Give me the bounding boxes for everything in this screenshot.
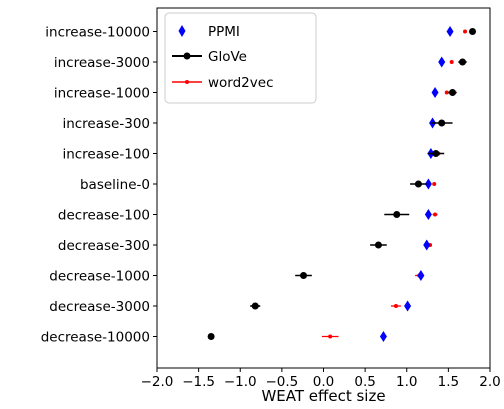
glove-point xyxy=(459,58,467,66)
ppmi-point xyxy=(424,209,432,220)
circle-marker-icon xyxy=(183,52,191,60)
x-axis-title: WEAT effect size xyxy=(261,387,385,405)
x-tick-label: −1.5 xyxy=(182,374,215,390)
glove-point xyxy=(207,333,215,340)
word2vec-point xyxy=(463,29,468,34)
axis-layer: increase-10000increase-3000increase-1000… xyxy=(41,25,501,391)
ppmi-point xyxy=(417,270,425,281)
legend: PPMI GloVe word2vec xyxy=(164,12,317,104)
y-tick-label-increase-100: increase-100 xyxy=(62,147,150,163)
y-tick-label-increase-10000: increase-10000 xyxy=(45,25,150,41)
glove-point xyxy=(449,89,457,96)
legend-entry-word2vec: word2vec xyxy=(172,75,274,91)
y-tick-label-increase-300: increase-300 xyxy=(62,116,150,132)
ppmi-point xyxy=(424,178,432,190)
x-tick-label: 0.5 xyxy=(354,374,375,390)
glove-point xyxy=(251,302,259,310)
ppmi-point xyxy=(431,87,439,98)
y-tick-label-increase-3000: increase-3000 xyxy=(54,55,150,71)
x-tick-label: −1.0 xyxy=(224,374,257,390)
x-tick-label: −2.0 xyxy=(141,374,174,390)
glove-point xyxy=(374,241,382,249)
y-tick-label-decrease-100: decrease-100 xyxy=(58,208,150,224)
ppmi-point xyxy=(438,56,446,68)
legend-label-glove: GloVe xyxy=(208,49,247,65)
word2vec-point xyxy=(433,212,438,217)
glove-point xyxy=(393,211,401,218)
diamond-icon xyxy=(178,25,186,37)
word2vec-point xyxy=(328,334,333,339)
x-tick-label: 0.0 xyxy=(313,374,334,390)
ppmi-point xyxy=(446,26,454,37)
y-tick-label-decrease-1000: decrease-1000 xyxy=(49,269,150,285)
y-tick-label-decrease-10000: decrease-10000 xyxy=(41,330,150,346)
word2vec-point xyxy=(444,90,449,95)
legend-entry-ppmi: PPMI xyxy=(178,24,240,40)
glove-point xyxy=(300,272,308,279)
legend-box xyxy=(164,12,317,104)
legend-label-word2vec: word2vec xyxy=(208,75,274,91)
x-tick-label: 1.0 xyxy=(396,374,417,390)
x-tick-label: 2.0 xyxy=(479,374,500,390)
y-tick-label-decrease-300: decrease-300 xyxy=(58,238,150,254)
y-tick-label-increase-1000: increase-1000 xyxy=(54,86,150,102)
x-tick-label: 1.5 xyxy=(438,374,459,390)
glove-point xyxy=(469,28,477,35)
ppmi-point xyxy=(423,239,431,251)
word2vec-point xyxy=(393,304,398,308)
y-tick-label-decrease-3000: decrease-3000 xyxy=(49,299,150,315)
ppmi-point xyxy=(379,331,387,342)
ppmi-point xyxy=(404,300,412,312)
glove-point xyxy=(438,119,446,127)
legend-label-ppmi: PPMI xyxy=(208,24,240,40)
data-layer xyxy=(207,26,477,342)
y-tick-label-baseline-0: baseline-0 xyxy=(80,177,150,193)
point-marker-icon xyxy=(185,80,189,84)
x-tick-label: −0.5 xyxy=(265,374,298,390)
word2vec-point xyxy=(449,60,454,64)
word2vec-point xyxy=(432,182,437,186)
glove-point xyxy=(414,180,422,188)
legend-entry-glove: GloVe xyxy=(172,49,247,65)
glove-point xyxy=(432,150,440,157)
